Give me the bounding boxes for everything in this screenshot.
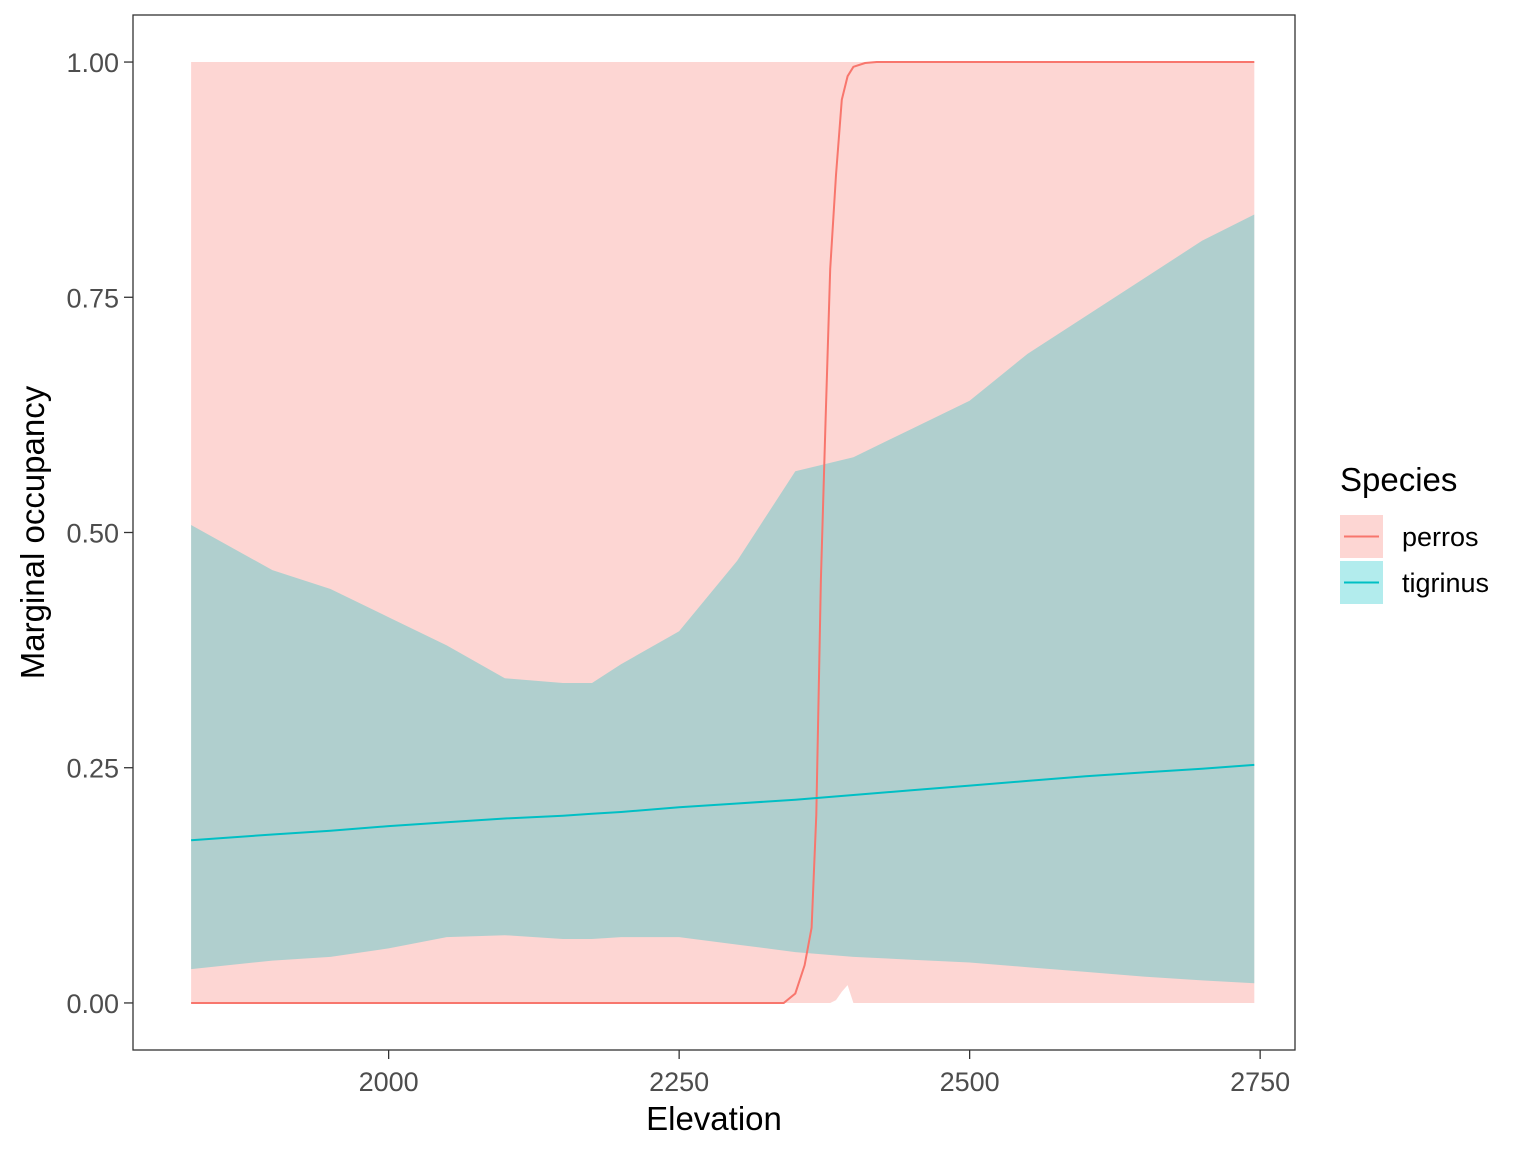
plot-panel bbox=[132, 14, 1296, 1051]
tigrinus-ribbon bbox=[191, 214, 1255, 984]
series-lines bbox=[191, 61, 1255, 1004]
legend-title: Species bbox=[1340, 461, 1457, 498]
x-tick-label: 2750 bbox=[1230, 1067, 1290, 1097]
perros-line bbox=[191, 61, 1255, 1004]
perros-legend-label: perros bbox=[1402, 522, 1479, 552]
confidence-ribbons bbox=[191, 62, 1255, 1003]
y-tick-label: 0.75 bbox=[66, 283, 119, 313]
y-axis-title: Marginal occupancy bbox=[14, 385, 51, 679]
x-tick-label: 2250 bbox=[649, 1067, 709, 1097]
perros-ribbon bbox=[191, 62, 1255, 1003]
y-tick-label: 1.00 bbox=[66, 48, 119, 78]
y-tick-label: 0.50 bbox=[66, 519, 119, 549]
x-tick-label: 2000 bbox=[359, 1067, 419, 1097]
y-tick-label: 0.25 bbox=[66, 754, 119, 784]
y-tick-label: 0.00 bbox=[66, 989, 119, 1019]
x-tick-label: 2500 bbox=[940, 1067, 1000, 1097]
y-axis: 0.00 0.25 0.50 0.75 1.00 bbox=[66, 48, 133, 1019]
legend: Species perros tigrinus bbox=[1340, 461, 1489, 604]
x-axis-title: Elevation bbox=[646, 1100, 782, 1137]
x-axis: 2000 2250 2500 2750 bbox=[359, 1050, 1290, 1097]
tigrinus-legend-label: tigrinus bbox=[1402, 568, 1489, 598]
tigrinus-line bbox=[191, 763, 1255, 842]
